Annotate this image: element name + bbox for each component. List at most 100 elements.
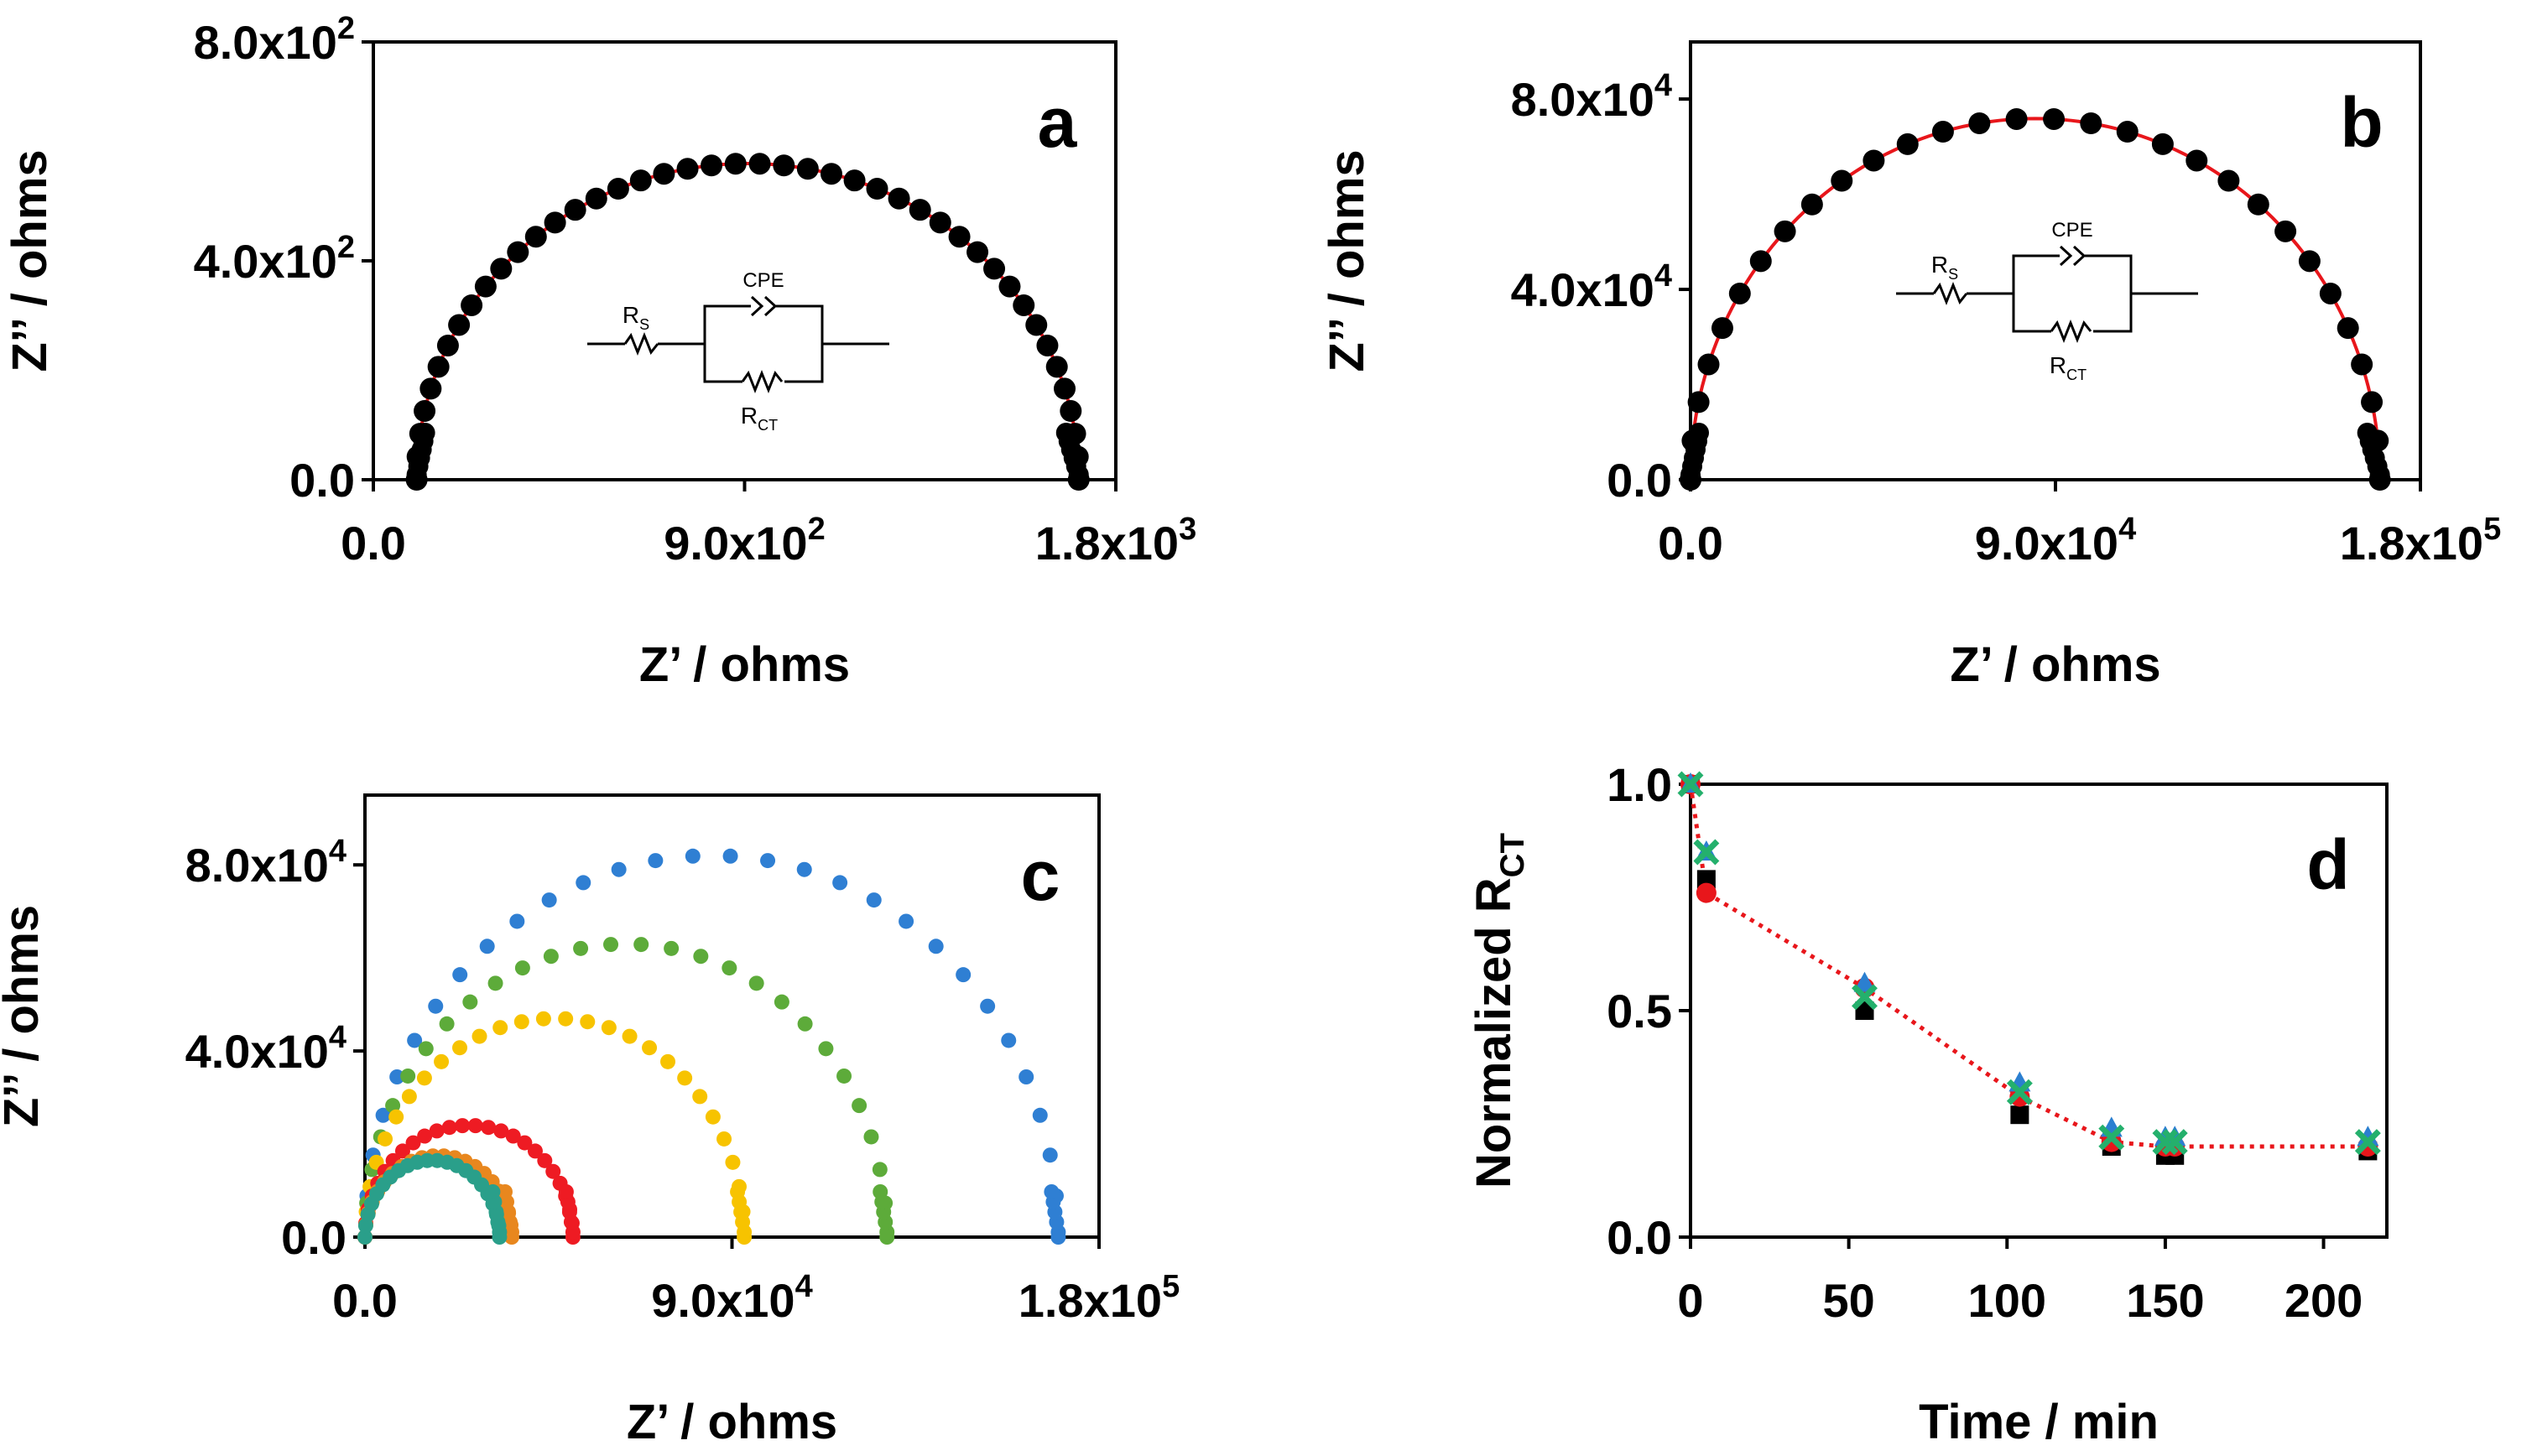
- series-green-point: [603, 937, 619, 953]
- series-blue-point: [928, 939, 944, 954]
- y-tick-label: 0.0: [281, 1211, 346, 1264]
- series-red-point: [405, 1135, 421, 1151]
- panel-label-c: c: [1021, 836, 1060, 915]
- series-red-point: [394, 1143, 410, 1159]
- data-point: [490, 257, 513, 280]
- series-teal-point: [485, 1184, 501, 1199]
- series-cross-point: [2161, 1129, 2188, 1156]
- x-tick-label: 1.8x105: [2340, 512, 2501, 569]
- series-yellow-point: [416, 1070, 432, 1086]
- series-cross-point: [2354, 1129, 2381, 1156]
- x-axis-label: Time / min: [1919, 1395, 2159, 1449]
- y-tick-label: 0.0: [1607, 454, 1672, 507]
- series-blue-point: [832, 875, 848, 891]
- series-yellow-point: [642, 1040, 658, 1056]
- x-tick-label: 100: [1968, 1274, 2046, 1327]
- y-tick-label: 8.0x104: [185, 834, 346, 892]
- cpe-label: CPE: [2051, 219, 2092, 242]
- data-point: [1728, 282, 1751, 304]
- series-green-point: [439, 1016, 455, 1032]
- x-axis-label: Z’ / ohms: [1950, 637, 2160, 692]
- plot-frame: [1689, 783, 2389, 1239]
- data-point: [2361, 391, 2384, 413]
- trend-line: [1688, 783, 2368, 1149]
- series-square-point: [1696, 870, 1716, 889]
- series-red-point: [545, 1163, 561, 1179]
- data-point: [1831, 169, 1853, 192]
- rs-label: RS: [623, 302, 649, 333]
- data-point: [461, 294, 483, 316]
- series-red-point: [481, 1120, 497, 1136]
- series-yellow-point: [716, 1131, 732, 1147]
- series-blue-point: [509, 913, 525, 929]
- series-blue-point: [375, 1107, 391, 1123]
- rct-resistor: [741, 369, 784, 394]
- data-point: [966, 241, 989, 263]
- series-green-point: [818, 1041, 834, 1057]
- rct-resistor: [2050, 319, 2092, 344]
- data-point: [1060, 400, 1082, 423]
- data-point: [436, 334, 459, 356]
- data-point: [773, 154, 795, 177]
- y-tick-label: 0.5: [1607, 985, 1672, 1037]
- y-axis-label: Normalized RCT: [1467, 833, 1531, 1188]
- series-green-point: [573, 940, 589, 956]
- y-tick-label: 1.0: [1607, 758, 1672, 811]
- series-blue-point: [576, 875, 591, 891]
- series-square-point: [2010, 1105, 2029, 1125]
- series-yellow-point: [601, 1020, 617, 1036]
- data-point: [2351, 353, 2373, 376]
- data-point: [843, 169, 866, 192]
- x-tick-label: 9.0x104: [651, 1269, 812, 1327]
- parallel-box: [2012, 254, 2133, 333]
- data-point: [2186, 149, 2208, 172]
- series-green-point: [543, 949, 559, 965]
- x-tick-label: 0.0: [341, 517, 406, 569]
- series-circle-point: [1696, 882, 1717, 903]
- data-point: [724, 153, 747, 175]
- y-tick-label: 8.0x102: [194, 11, 355, 69]
- series-yellow-point: [558, 1011, 574, 1027]
- series-red-point: [417, 1128, 433, 1144]
- series-blue-point: [1044, 1184, 1060, 1199]
- series-blue-point: [722, 848, 738, 864]
- series-green-point: [633, 937, 649, 953]
- data-point: [2217, 169, 2240, 192]
- series-blue-point: [479, 939, 495, 954]
- y-tick-label: 8.0x104: [1511, 68, 1672, 126]
- series-green-point: [664, 940, 680, 956]
- series-cross-point: [1677, 771, 1704, 798]
- series-red-point: [505, 1128, 521, 1144]
- data-point: [948, 226, 971, 248]
- series-green-point: [774, 994, 789, 1010]
- series-blue-point: [1001, 1032, 1017, 1048]
- data-point: [564, 199, 586, 221]
- rs-resistor: [1932, 281, 1968, 306]
- series-blue-point: [611, 861, 627, 877]
- series-orange-point: [498, 1184, 513, 1199]
- series-red-point: [429, 1123, 445, 1139]
- series-yellow-point: [401, 1089, 417, 1105]
- series-blue-point: [389, 1069, 405, 1084]
- series-cross-point: [2006, 1079, 2033, 1105]
- series-green-point: [836, 1068, 852, 1084]
- data-point: [796, 158, 819, 180]
- series-yellow-point: [513, 1014, 529, 1030]
- data-point: [419, 377, 442, 400]
- series-red-point: [517, 1135, 533, 1151]
- series-red-point: [467, 1118, 483, 1134]
- series-green-point: [400, 1068, 416, 1084]
- data-point: [1749, 250, 1772, 273]
- y-tick-label: 0.0: [289, 454, 355, 507]
- data-point: [2319, 282, 2342, 304]
- series-red-point: [537, 1152, 553, 1168]
- data-point: [701, 154, 723, 177]
- data-point: [1800, 193, 1823, 216]
- data-point: [607, 178, 629, 200]
- x-tick-label: 9.0x102: [664, 512, 825, 569]
- data-point: [2357, 423, 2378, 443]
- data-point: [414, 423, 435, 443]
- x-tick-label: 200: [2285, 1274, 2363, 1327]
- series-blue-point: [407, 1032, 423, 1048]
- series-green-point: [852, 1098, 867, 1114]
